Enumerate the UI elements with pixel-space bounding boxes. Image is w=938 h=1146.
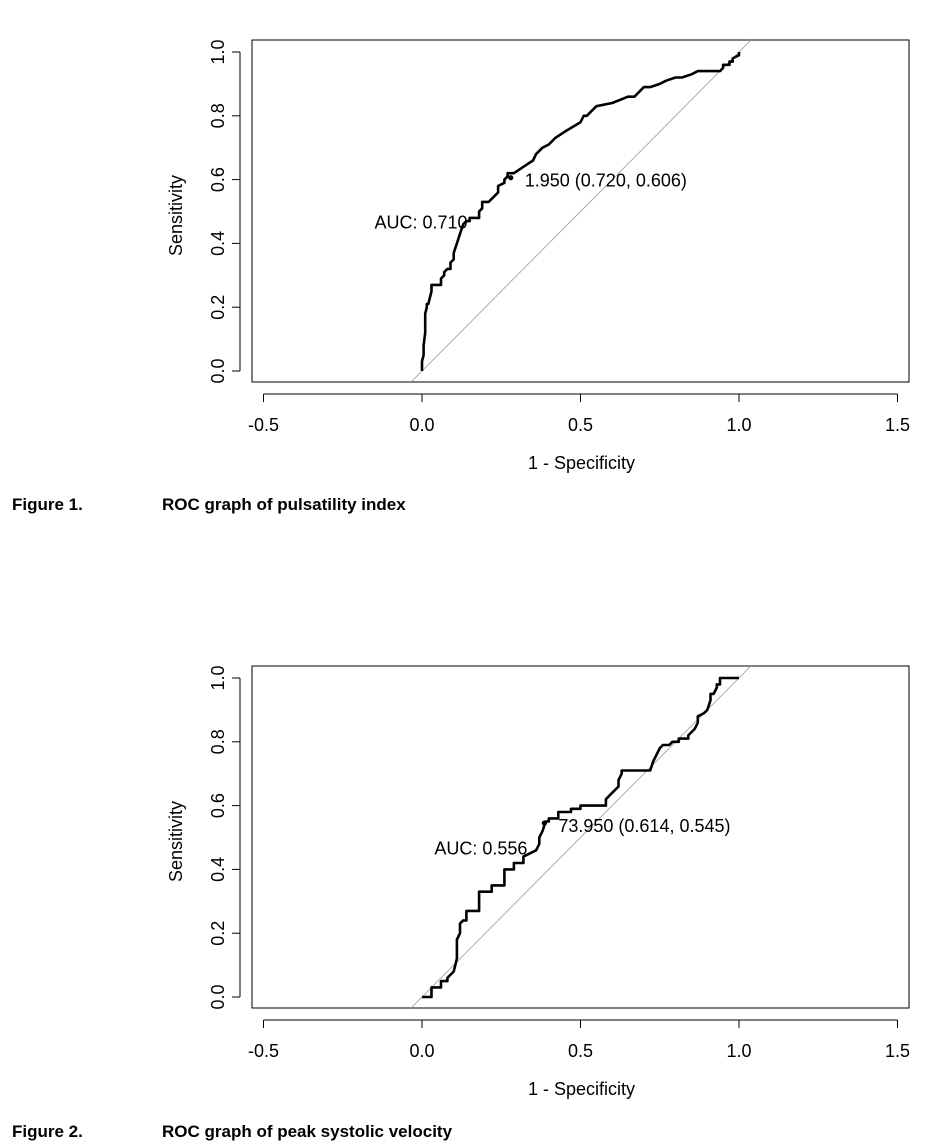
x-tick-label: -0.5 (248, 1041, 279, 1061)
figure-1-caption: Figure 1. ROC graph of pulsatility index (12, 495, 406, 515)
y-tick-label: 0.6 (208, 793, 228, 818)
y-tick-label: 0.8 (208, 729, 228, 754)
x-tick-label: 1.5 (885, 1041, 910, 1061)
auc-label: AUC: 0.710 (374, 212, 467, 232)
threshold-label: 1.950 (0.720, 0.606) (525, 171, 687, 191)
figure-1-title: ROC graph of pulsatility index (162, 495, 406, 514)
y-tick-label: 1.0 (208, 39, 228, 64)
y-tick-label: 0.6 (208, 167, 228, 192)
x-tick-label: 1.5 (885, 415, 910, 435)
figure-2-title: ROC graph of peak systolic velocity (162, 1122, 453, 1141)
x-tick-label: 0.0 (409, 415, 434, 435)
x-tick-label: -0.5 (248, 415, 279, 435)
y-axis-title: Sensitivity (166, 175, 186, 256)
figure-1-number: Figure 1. (12, 495, 83, 514)
y-tick-label: 0.4 (208, 231, 228, 256)
x-tick-label: 0.5 (568, 1041, 593, 1061)
y-tick-label: 1.0 (208, 665, 228, 690)
x-tick-label: 0.0 (409, 1041, 434, 1061)
x-axis-title: 1 - Specificity (528, 1079, 635, 1099)
y-tick-label: 0.2 (208, 921, 228, 946)
y-tick-label: 0.2 (208, 295, 228, 320)
x-axis-title: 1 - Specificity (528, 453, 635, 473)
y-axis-title: Sensitivity (166, 801, 186, 882)
diagonal-line (410, 39, 752, 383)
threshold-point (541, 820, 547, 826)
x-tick-label: 1.0 (726, 1041, 751, 1061)
roc-chart-1: -0.5 0.0 0.5 1.0 1.5 1 - Specificity 0.0 0.2 0.4… (166, 39, 910, 473)
x-tick-label: 0.5 (568, 415, 593, 435)
auc-label: AUC: 0.556 (434, 838, 527, 858)
y-tick-label: 0.4 (208, 857, 228, 882)
threshold-point (508, 175, 514, 181)
x-tick-label: 1.0 (726, 415, 751, 435)
threshold-label: 73.950 (0.614, 0.545) (558, 816, 730, 836)
y-tick-label: 0.0 (208, 984, 228, 1009)
figure-2-number: Figure 2. (12, 1122, 83, 1141)
roc-chart-2: -0.5 0.0 0.5 1.0 1.5 1 - Specificity 0.0 0.2 0.4… (166, 665, 910, 1099)
plot-frame (251, 665, 910, 1009)
roc-curve (422, 676, 739, 999)
y-tick-label: 0.0 (208, 358, 228, 383)
diagonal-line (410, 665, 752, 1009)
plot-frame (251, 39, 910, 383)
y-tick-label: 0.8 (208, 103, 228, 128)
roc-curve (420, 52, 741, 371)
figure-2-caption: Figure 2. ROC graph of peak systolic velo… (12, 1122, 452, 1142)
